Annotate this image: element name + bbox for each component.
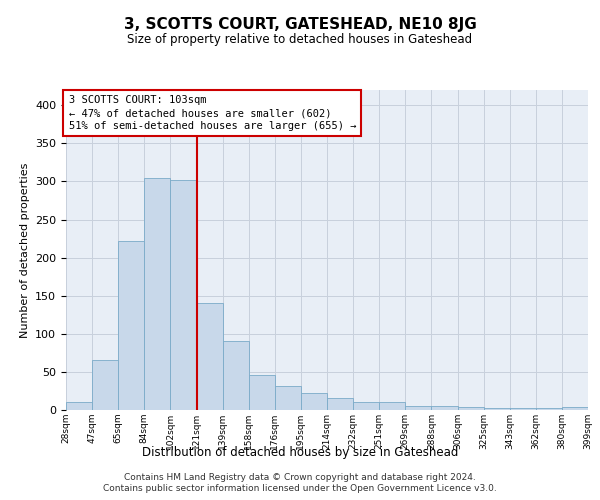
Bar xyxy=(145,178,170,410)
Text: Distribution of detached houses by size in Gateshead: Distribution of detached houses by size … xyxy=(142,446,458,459)
Bar xyxy=(484,408,510,410)
Text: 3 SCOTTS COURT: 103sqm
← 47% of detached houses are smaller (602)
51% of semi-de: 3 SCOTTS COURT: 103sqm ← 47% of detached… xyxy=(68,95,356,131)
Bar xyxy=(458,407,484,410)
Bar xyxy=(327,398,353,410)
Bar xyxy=(197,304,223,410)
Text: 3, SCOTTS COURT, GATESHEAD, NE10 8JG: 3, SCOTTS COURT, GATESHEAD, NE10 8JG xyxy=(124,18,476,32)
Bar xyxy=(379,402,406,410)
Bar xyxy=(536,408,562,410)
Bar xyxy=(510,408,536,410)
Bar xyxy=(275,386,301,410)
Bar xyxy=(353,402,379,410)
Text: Contains HM Land Registry data © Crown copyright and database right 2024.: Contains HM Land Registry data © Crown c… xyxy=(124,472,476,482)
Bar xyxy=(170,180,197,410)
Bar xyxy=(92,360,118,410)
Bar xyxy=(406,406,431,410)
Bar xyxy=(66,402,92,410)
Text: Size of property relative to detached houses in Gateshead: Size of property relative to detached ho… xyxy=(127,32,473,46)
Bar xyxy=(301,393,327,410)
Bar xyxy=(562,407,588,410)
Bar xyxy=(249,375,275,410)
Bar xyxy=(223,342,249,410)
Bar xyxy=(431,406,458,410)
Y-axis label: Number of detached properties: Number of detached properties xyxy=(20,162,29,338)
Text: Contains public sector information licensed under the Open Government Licence v3: Contains public sector information licen… xyxy=(103,484,497,493)
Bar xyxy=(118,241,145,410)
